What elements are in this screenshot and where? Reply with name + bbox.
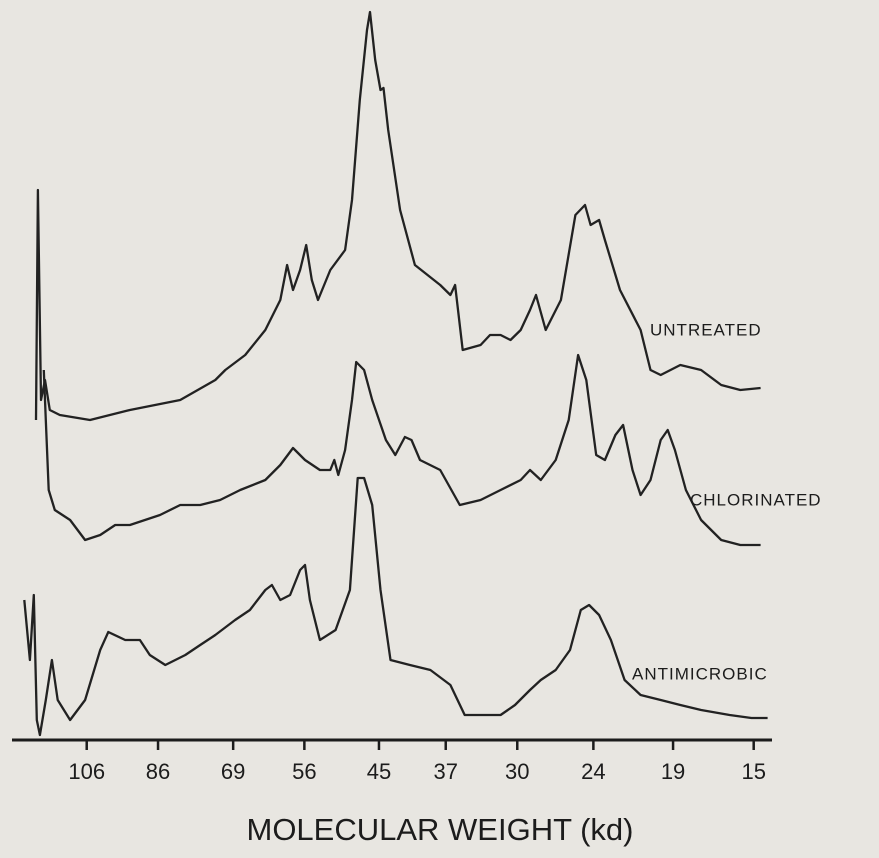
x-tick-label: 86 xyxy=(146,759,170,784)
plot-area: 106 86 69 56 45 37 30 24 19 15 xyxy=(12,10,772,784)
x-tick-label: 106 xyxy=(68,759,105,784)
x-axis-label: MOLECULAR WEIGHT (kd) xyxy=(247,812,634,847)
x-tick-label: 24 xyxy=(581,759,605,784)
trace xyxy=(42,353,761,547)
x-tick-label: 56 xyxy=(292,759,316,784)
x-tick-label: 69 xyxy=(221,759,245,784)
series-label: ANTIMICROBIC xyxy=(632,664,768,683)
x-tick-label: 37 xyxy=(433,759,457,784)
x-tick-label: 30 xyxy=(505,759,529,784)
trace xyxy=(34,10,761,422)
trace xyxy=(23,476,768,737)
series-label: UNTREATED xyxy=(650,320,762,339)
x-tick-label: 19 xyxy=(661,759,685,784)
series-label: CHLORINATED xyxy=(690,490,822,509)
x-tick-label: 15 xyxy=(741,759,765,784)
x-tick-label: 45 xyxy=(367,759,391,784)
